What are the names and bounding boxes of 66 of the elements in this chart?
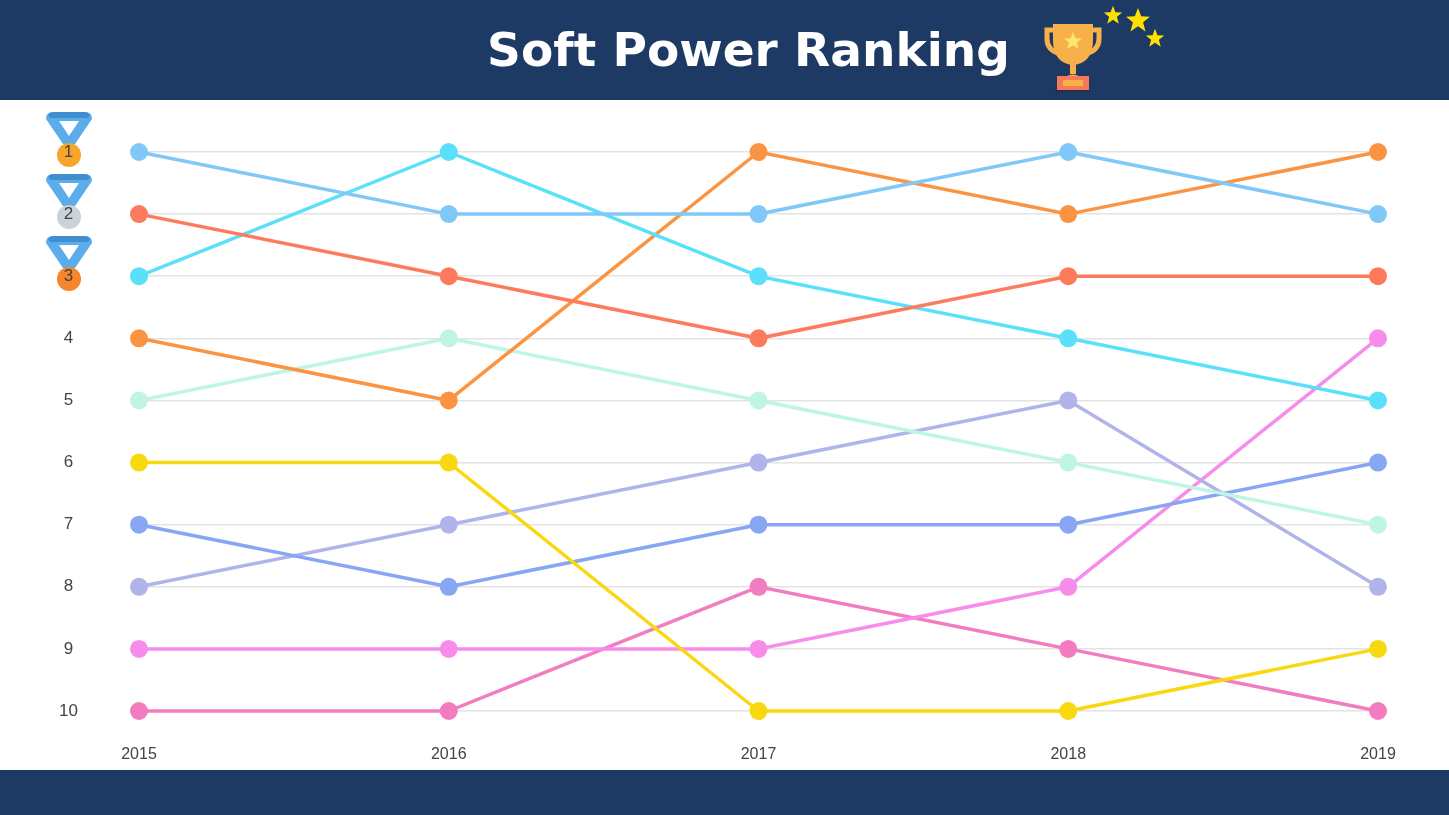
- y-tick-label: 7: [63, 514, 74, 534]
- point: [749, 267, 768, 286]
- point: [130, 515, 148, 534]
- point: [1059, 702, 1078, 720]
- point: [1059, 453, 1078, 472]
- point: [130, 143, 148, 161]
- point: [130, 329, 148, 348]
- point: [130, 577, 148, 596]
- point: [1059, 515, 1078, 534]
- point: [130, 267, 148, 286]
- point: [1369, 205, 1387, 224]
- point: [130, 391, 148, 410]
- point: [130, 639, 148, 658]
- point: [1369, 329, 1387, 348]
- point: [439, 391, 458, 410]
- point: [1059, 577, 1078, 596]
- point: [439, 267, 458, 286]
- x-tick-label: 2018: [1050, 745, 1087, 763]
- y-tick-label: 9: [63, 638, 74, 658]
- point: [1369, 702, 1387, 720]
- y-tick-label: 3: [63, 265, 74, 285]
- y-tick-label: 8: [63, 576, 74, 596]
- x-tick-label: 2016: [430, 745, 467, 763]
- point: [1369, 639, 1387, 658]
- point: [439, 453, 458, 472]
- y-tick-label: 6: [63, 452, 74, 472]
- point: [439, 577, 458, 596]
- point: [130, 702, 148, 720]
- point: [749, 702, 768, 720]
- point: [749, 515, 768, 534]
- point: [1059, 205, 1078, 224]
- point: [1369, 267, 1387, 286]
- x-tick-label: 2017: [740, 745, 777, 763]
- chart-title: Soft Power Ranking: [486, 21, 1011, 79]
- point: [749, 329, 768, 348]
- x-tick-label: 2015: [121, 745, 157, 763]
- point: [749, 143, 768, 161]
- point: [439, 639, 458, 658]
- point: [1369, 577, 1387, 596]
- point: [749, 639, 768, 658]
- point: [749, 205, 768, 224]
- point: [1059, 639, 1078, 658]
- point: [749, 453, 768, 472]
- point: [439, 205, 458, 224]
- y-tick-label: 1: [63, 141, 74, 161]
- x-tick-label: 2019: [1360, 745, 1396, 763]
- y-tick-label: 4: [63, 328, 74, 348]
- point: [749, 577, 768, 596]
- point: [439, 329, 458, 348]
- point: [1369, 453, 1387, 472]
- point: [1369, 143, 1387, 161]
- point: [130, 453, 148, 472]
- point: [749, 391, 768, 410]
- y-tick-label: 10: [59, 700, 79, 720]
- point: [130, 205, 148, 224]
- point: [1369, 391, 1387, 410]
- point: [439, 515, 458, 534]
- point: [1369, 515, 1387, 534]
- y-tick-label: 5: [63, 390, 74, 410]
- point: [1059, 391, 1078, 410]
- point: [1059, 329, 1078, 348]
- point: [439, 143, 458, 161]
- point: [439, 702, 458, 720]
- point: [1059, 267, 1078, 286]
- y-tick-label: 2: [63, 203, 74, 223]
- point: [1059, 143, 1078, 161]
